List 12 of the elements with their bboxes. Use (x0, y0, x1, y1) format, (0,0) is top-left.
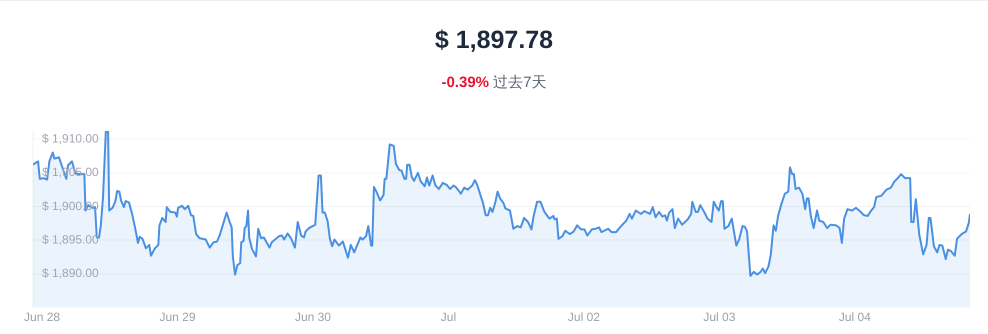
y-tick-label: $ 1,895.00 (42, 232, 100, 247)
y-tick-label: $ 1,910.00 (42, 131, 100, 146)
x-tick-label: Jul (440, 310, 456, 324)
chart-subtitle: -0.39% 过去7天 (440, 73, 548, 92)
x-tick-label: Jul 03 (703, 310, 736, 324)
x-tick-label: Jun 29 (159, 310, 196, 324)
x-tick-label: Jun 28 (24, 310, 60, 324)
x-tick-label: Jul 04 (838, 310, 872, 324)
y-tick-label: $ 1,890.00 (42, 266, 100, 280)
chart-title: $ 1,897.78 (434, 26, 554, 55)
x-tick-label: Jul 02 (568, 310, 600, 324)
x-tick-label: Jun 30 (294, 310, 332, 324)
